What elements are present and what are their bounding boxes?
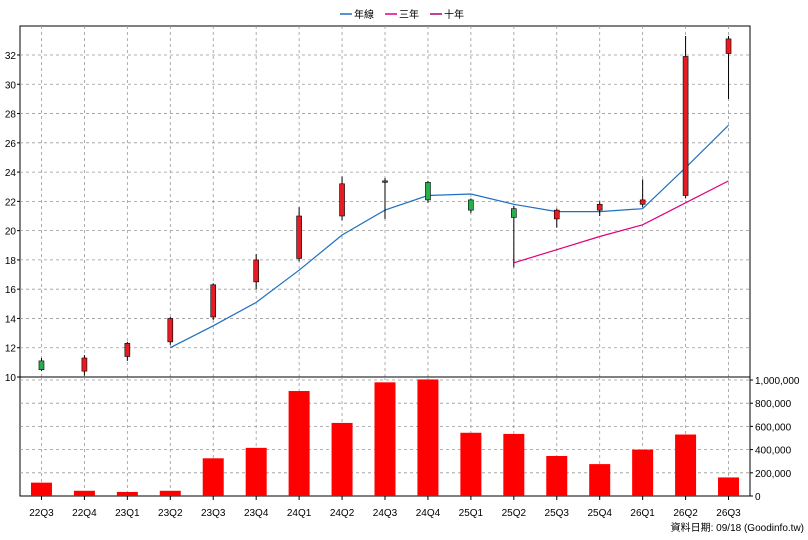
volume-bar [374,382,396,496]
line-年線 [170,124,729,349]
volume-bar [546,455,568,496]
candle-body [124,343,131,357]
x-tick-label: 24Q4 [416,508,441,519]
x-tick-label: 26Q3 [716,508,741,519]
price-tick-label: 20 [5,227,17,238]
candle-body [81,357,88,372]
volume-bar [73,490,95,496]
volume-bar [675,434,697,496]
volume-bar [460,432,482,496]
x-tick-label: 24Q2 [330,508,355,519]
x-tick-label: 24Q3 [373,508,398,519]
x-tick-label: 23Q4 [244,508,269,519]
volume-bar [116,491,138,496]
volume-tick-label: 400,000 [755,446,792,457]
x-tick-label: 25Q1 [459,508,484,519]
candle-body [167,318,174,343]
volume-tick-label: 200,000 [755,469,792,480]
volume-bar [202,458,224,496]
candle-body [639,199,646,205]
price-candles [38,35,732,376]
candle-body [725,38,732,54]
x-tick-label: 23Q3 [201,508,226,519]
price-tick-label: 22 [5,197,17,208]
volume-bar [159,490,181,496]
volume-tick-label: 0 [755,492,761,503]
volume-bar [288,391,310,496]
price-moving-average-lines [170,124,729,349]
volume-tick-label: 1,000,000 [755,376,800,387]
candle-body [596,203,603,211]
candle-body [511,208,517,218]
x-tick-label: 23Q1 [115,508,140,519]
candle-body [296,215,302,259]
x-tick-label: 22Q3 [29,508,54,519]
candle-body [253,259,259,283]
candle-body [38,360,45,370]
price-tick-label: 32 [5,51,17,62]
x-tick-label: 25Q4 [587,508,612,519]
price-tick-label: 30 [5,80,17,91]
x-tick-label: 25Q2 [502,508,527,519]
price-tick-label: 26 [5,139,17,150]
candle-body [425,182,431,201]
x-tick-label: 26Q2 [673,508,698,519]
line-三年 [513,180,729,264]
legend-label-3yr: 三年 [399,8,419,21]
candle-body [210,284,217,318]
volume-bar [589,464,611,496]
volume-bar [331,422,353,496]
candle-body [382,180,388,183]
x-axis: 22Q3 22Q4 23Q1 23Q2 23Q3 23Q4 24Q1 24Q2 24Q3 24Q4… [29,496,741,519]
x-tick-label: 24Q1 [287,508,312,519]
candle-body [682,56,689,196]
candle-body [553,209,560,220]
volume-bar [718,477,740,496]
price-tick-label: 14 [5,314,17,325]
price-tick-label: 28 [5,110,17,121]
price-tick-label: 24 [5,168,17,179]
volume-bar [503,433,525,496]
volume-bars [30,379,740,496]
volume-grid [20,377,750,496]
candle-body [339,183,345,217]
x-tick-label: 25Q3 [545,508,570,519]
price-tick-label: 18 [5,256,17,267]
x-tick-label: 23Q2 [158,508,183,519]
price-tick-label: 16 [5,285,17,296]
x-tick-label: 26Q1 [630,508,655,519]
volume-bar [245,447,267,496]
price-y-axis: 10 12 14 16 18 20 22 24 26 28 30 32 [5,51,20,384]
volume-bar [417,379,439,496]
legend-label-10yr: 十年 [444,8,464,21]
volume-tick-label: 800,000 [755,399,792,410]
x-tick-label: 22Q4 [72,508,97,519]
volume-bar [30,482,52,496]
volume-bar [632,449,654,496]
price-tick-label: 12 [5,344,17,355]
legend-label-annual: 年線 [354,8,374,21]
volume-y-axis: 0 200,000 400,000 600,000 800,000 1,000,000 [750,376,800,503]
volume-tick-label: 600,000 [755,422,792,433]
source-footer: 資料日期: 09/18 (Goodinfo.tw) [671,521,804,534]
candle-body [468,199,474,211]
legend: 年線 三年 十年 [340,8,464,21]
price-tick-label: 10 [5,373,17,384]
